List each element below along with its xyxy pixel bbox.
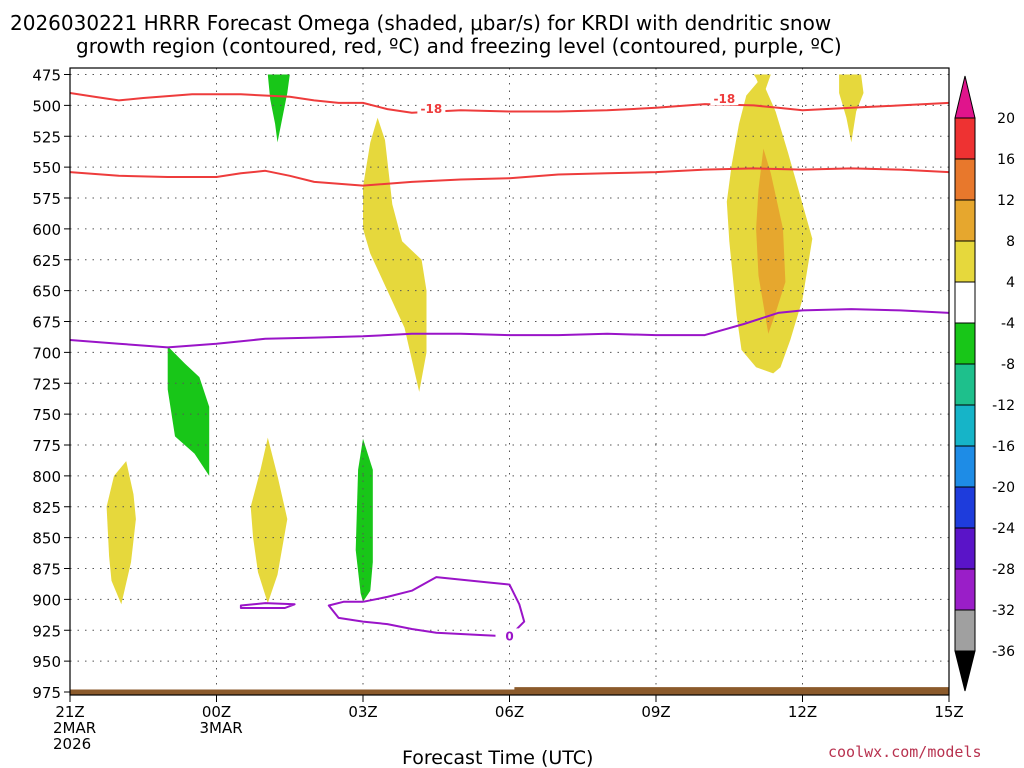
colorbar-bin xyxy=(954,281,976,324)
y-tick-label: 550 xyxy=(32,159,61,177)
omega-shading-layer xyxy=(106,74,864,605)
y-tick-label: 750 xyxy=(32,406,61,424)
colorbar-bin xyxy=(954,199,976,242)
contour-label-bg xyxy=(710,91,739,106)
contour-label-bg xyxy=(417,101,446,116)
y-tick-label: 650 xyxy=(32,283,61,301)
grid-layer xyxy=(70,68,949,695)
contour-layer: -18 -18 0 xyxy=(70,91,949,643)
contour-label-bg xyxy=(495,628,524,643)
colorbar-label: -24 xyxy=(992,521,1015,537)
colorbar-top-arrow xyxy=(954,75,976,119)
colorbar-label: -28 xyxy=(992,562,1015,578)
y-tick-label: 600 xyxy=(32,221,61,239)
y-tick-label: 675 xyxy=(32,314,61,332)
y-tick-label: 925 xyxy=(32,622,61,640)
y-tick-label: 775 xyxy=(32,437,61,455)
x-tick-label: 21Z xyxy=(55,703,84,721)
x-axis-label: Forecast Time (UTC) xyxy=(402,747,593,768)
y-tick-label: 625 xyxy=(32,252,61,270)
colorbar-bin xyxy=(954,117,976,160)
x-tick-label: 3MAR xyxy=(200,719,243,737)
colorbar-label: -36 xyxy=(992,644,1015,660)
colorbar-label: 4 xyxy=(1006,275,1015,291)
omega-region-6 xyxy=(167,346,210,476)
contour-dgz-top xyxy=(70,92,949,114)
colorbar-label: 12 xyxy=(997,193,1015,209)
ground-layer xyxy=(70,687,949,695)
x-tick-label: 00Z xyxy=(202,703,231,721)
colorbar-bin xyxy=(954,322,976,365)
colorbar-label: -32 xyxy=(992,603,1015,619)
colorbar-bin xyxy=(954,445,976,488)
contour-label: -18 xyxy=(714,92,736,106)
x-tick-label: 2MAR xyxy=(53,719,96,737)
y-tick-label: 800 xyxy=(32,468,61,486)
contour-zero-line-loop xyxy=(327,576,526,638)
y-tick-label: 875 xyxy=(32,561,61,579)
omega-region-3 xyxy=(363,117,427,392)
colorbar-bin xyxy=(954,158,976,201)
contour-label: 0 xyxy=(505,629,513,643)
colorbar-label: -20 xyxy=(992,480,1015,496)
x-tick-label: 03Z xyxy=(348,703,377,721)
colorbar-bin xyxy=(954,609,976,652)
y-tick-label: 475 xyxy=(32,67,61,85)
colorbar-label: -4 xyxy=(1001,316,1015,332)
colorbar-bin xyxy=(954,363,976,406)
y-tick-label: 900 xyxy=(32,591,61,609)
x-tick-label: 15Z xyxy=(934,703,963,721)
x-tick-label: 2026 xyxy=(53,735,91,753)
y-tick-label: 575 xyxy=(32,190,61,208)
credit-text: coolwx.com/models xyxy=(828,743,982,761)
colorbar-bottom-arrow xyxy=(954,650,976,692)
chart-title-line1: 2026030221 HRRR Forecast Omega (shaded, … xyxy=(10,11,831,35)
colorbar: 20 16 12 8 4 -4 -8 -12 -16 -20 -24 -28 -32 -36 xyxy=(954,75,1015,692)
colorbar-bin xyxy=(954,486,976,529)
y-tick-label: 825 xyxy=(32,499,61,517)
contour-freezing-level xyxy=(70,308,949,349)
colorbar-label: 20 xyxy=(997,111,1015,127)
y-tick-label: 725 xyxy=(32,375,61,393)
contour-zero-line-small xyxy=(239,602,296,609)
y-tick-label: 975 xyxy=(32,684,61,702)
colorbar-bin xyxy=(954,527,976,570)
colorbar-label: 8 xyxy=(1006,234,1015,250)
colorbar-bin xyxy=(954,568,976,611)
omega-region-9 xyxy=(355,438,373,602)
colorbar-bin xyxy=(954,404,976,447)
y-tick-label: 525 xyxy=(32,128,61,146)
colorbar-label: 16 xyxy=(997,152,1015,168)
omega-region-0 xyxy=(267,74,290,143)
chart-title-line2: growth region (contoured, red, ºC) and f… xyxy=(76,34,842,58)
omega-region-5 xyxy=(756,148,786,334)
y-tick-label: 500 xyxy=(32,97,61,115)
ground-surface xyxy=(70,687,949,695)
contour-label: -18 xyxy=(421,102,443,116)
colorbar-bin xyxy=(954,240,976,283)
plot-area: -18 -18 0 xyxy=(69,67,950,696)
colorbar-label: -12 xyxy=(992,398,1015,414)
omega-region-8 xyxy=(250,437,288,604)
colorbar-label: -8 xyxy=(1001,357,1015,373)
x-tick-label: 09Z xyxy=(641,703,670,721)
y-tick-label: 950 xyxy=(32,653,61,671)
y-axis: 475 500 525 550 575 600 625 650 675 700 725 750 775 8… xyxy=(32,67,70,702)
colorbar-label: -16 xyxy=(992,439,1015,455)
x-tick-label: 06Z xyxy=(495,703,524,721)
y-tick-label: 850 xyxy=(32,530,61,548)
x-tick-label: 12Z xyxy=(788,703,817,721)
y-tick-label: 700 xyxy=(32,344,61,362)
contour-dgz-bottom xyxy=(70,167,949,187)
omega-region-7 xyxy=(106,461,136,605)
